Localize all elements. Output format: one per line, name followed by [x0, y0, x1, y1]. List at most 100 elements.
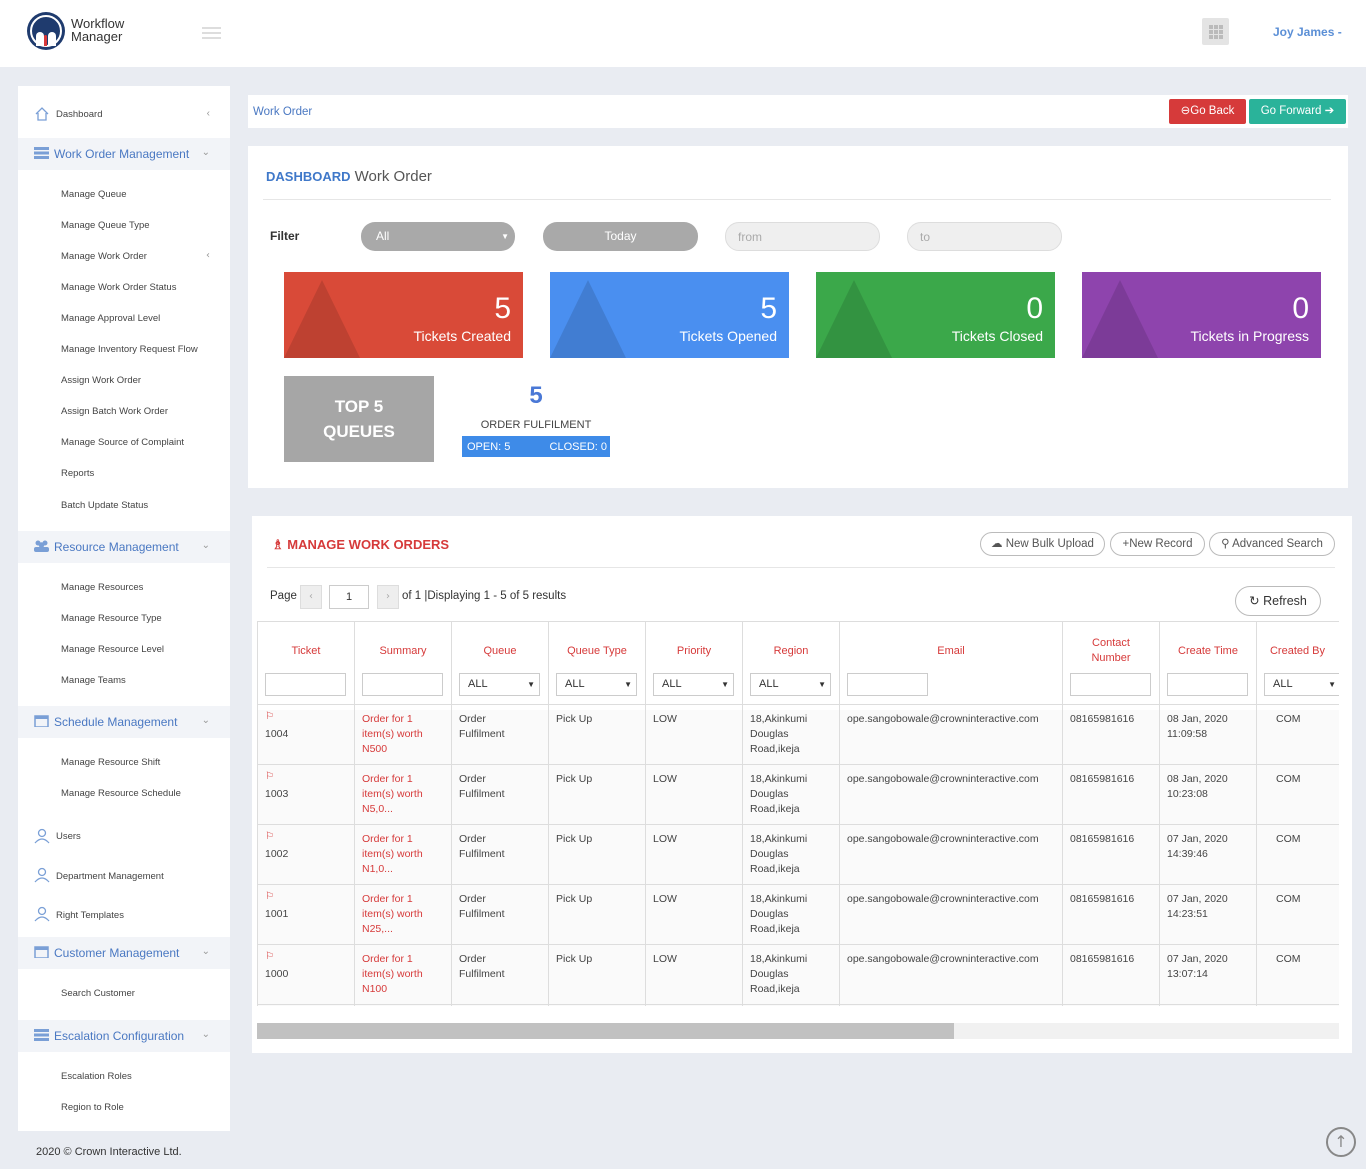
priority-filter-select[interactable]: ALL ▼: [653, 673, 734, 696]
breadcrumb-work-order[interactable]: Work Order: [253, 106, 313, 118]
sidebar-item-manage-resources[interactable]: Manage Resources: [61, 582, 144, 593]
column-header[interactable]: Priority: [676, 644, 712, 657]
email-filter-input[interactable]: [847, 673, 928, 696]
sidebar-item-manage-inventory-request-flow[interactable]: Manage Inventory Request Flow: [61, 344, 198, 355]
sidebar-item-reports[interactable]: Reports: [61, 468, 95, 479]
new-bulk-upload-button[interactable]: ☁ New Bulk Upload: [980, 532, 1105, 556]
flag-icon: ⚐: [265, 951, 274, 962]
column-summary: Summary: [355, 621, 452, 1006]
warning-icon: [284, 280, 360, 358]
refresh-button[interactable]: ↻ Refresh: [1235, 586, 1321, 616]
next-page-button[interactable]: ›: [377, 585, 399, 609]
sidebar-item-department-management[interactable]: Department Management: [56, 871, 164, 882]
warning-icon: [550, 280, 626, 358]
app-name: Workflow Manager: [71, 16, 125, 44]
create-time-filter-input[interactable]: [1167, 673, 1248, 696]
sidebar-item-manage-queue[interactable]: Manage Queue: [61, 189, 127, 200]
new-record-button[interactable]: +New Record: [1110, 532, 1205, 556]
sidebar-item-manage-teams[interactable]: Manage Teams: [61, 675, 126, 686]
column-ticket: Ticket: [258, 621, 355, 1006]
filter-select[interactable]: All ▼: [361, 222, 515, 251]
column-created-by: Created By ALL ▼: [1257, 621, 1339, 1006]
sidebar-item-assign-batch-work-order[interactable]: Assign Batch Work Order: [61, 406, 169, 417]
home-icon: [35, 107, 49, 121]
arrow-left-circle-icon: ⊖: [1180, 105, 1191, 117]
sidebar-item-manage-resource-type[interactable]: Manage Resource Type: [61, 613, 162, 624]
go-back-button[interactable]: ⊖Go Back: [1169, 99, 1246, 124]
column-header[interactable]: Ticket: [291, 644, 321, 657]
queue-type-filter-select[interactable]: ALL ▼: [556, 673, 637, 696]
column-header[interactable]: Contact Number: [1091, 637, 1131, 664]
menu-toggle-icon[interactable]: [202, 27, 221, 39]
sidebar-item-users[interactable]: Users: [56, 831, 81, 842]
sidebar-section-work-order-management[interactable]: Work Order Management ⌄: [18, 138, 230, 170]
sidebar-item-escalation-roles[interactable]: Escalation Roles: [61, 1071, 132, 1082]
column-header[interactable]: Email: [937, 644, 965, 657]
logo-icon[interactable]: [27, 12, 65, 50]
ticket-filter-input[interactable]: [265, 673, 346, 696]
user-icon: [34, 828, 50, 844]
column-priority: Priority ALL ▼: [646, 621, 743, 1006]
sidebar-item-manage-resource-shift[interactable]: Manage Resource Shift: [61, 757, 161, 768]
chevron-down-icon: ⌄: [201, 715, 210, 726]
prev-page-button[interactable]: ‹: [300, 585, 322, 609]
column-header[interactable]: Region: [773, 644, 809, 657]
sidebar-item-manage-resource-level[interactable]: Manage Resource Level: [61, 644, 164, 655]
sidebar-section-customer-management[interactable]: Customer Management ⌄: [18, 937, 230, 969]
created-by-filter-select[interactable]: ALL ▼: [1264, 673, 1339, 696]
apps-grid-icon[interactable]: [1202, 18, 1229, 45]
sidebar-item-region-to-role[interactable]: Region to Role: [61, 1102, 124, 1113]
stat-tickets-closed[interactable]: 0 Tickets Closed: [816, 272, 1055, 358]
go-forward-button[interactable]: Go Forward ➔: [1249, 99, 1346, 124]
work-orders-table: Ticket Summary Queue ALL ▼ Queue Type ALL…: [257, 621, 1339, 1006]
sidebar-item-manage-source-of-complaint[interactable]: Manage Source of Complaint: [61, 437, 185, 448]
region-filter-select[interactable]: ALL ▼: [750, 673, 831, 696]
sidebar-item-manage-work-order-status[interactable]: Manage Work Order Status: [61, 282, 177, 293]
advanced-search-button[interactable]: ⚲ Advanced Search: [1209, 532, 1335, 556]
sidebar-section-resource-management[interactable]: Resource Management ⌄: [18, 531, 230, 563]
contact-filter-input[interactable]: [1070, 673, 1151, 696]
flag-icon: ⚐: [265, 891, 274, 902]
queue-filter-select[interactable]: ALL ▼: [459, 673, 540, 696]
page-label: Page: [270, 590, 297, 602]
sidebar-item-assign-work-order[interactable]: Assign Work Order: [61, 375, 142, 386]
warning-icon: [1082, 280, 1158, 358]
page-number-input[interactable]: 1: [329, 585, 369, 609]
stat-tickets-created[interactable]: 5 Tickets Created: [284, 272, 523, 358]
sidebar-section-escalation-configuration[interactable]: Escalation Configuration ⌄: [18, 1020, 230, 1052]
user-icon: [34, 867, 50, 883]
sidebar-item-manage-work-order[interactable]: Manage Work Order: [61, 251, 147, 262]
sidebar-item-manage-queue-type[interactable]: Manage Queue Type: [61, 220, 150, 231]
sidebar-item-batch-update-status[interactable]: Batch Update Status: [61, 500, 149, 511]
sidebar-item-manage-resource-schedule[interactable]: Manage Resource Schedule: [61, 788, 181, 799]
user-icon: [34, 906, 50, 922]
sidebar-item-right-templates[interactable]: Right Templates: [56, 910, 124, 921]
column-queue: Queue ALL ▼: [452, 621, 549, 1006]
footer-copyright: 2020 © Crown Interactive Ltd.: [36, 1146, 182, 1158]
calendar-icon: [34, 946, 49, 958]
scrollbar-thumb[interactable]: [257, 1023, 954, 1039]
to-date-input[interactable]: to: [907, 222, 1062, 251]
sidebar-section-schedule-management[interactable]: Schedule Management ⌄: [18, 706, 230, 738]
horizontal-scrollbar[interactable]: [257, 1023, 1339, 1039]
from-date-input[interactable]: from: [725, 222, 880, 251]
sidebar: Dashboard ‹ Work Order Management ⌄ Mana…: [18, 86, 230, 1131]
summary-filter-input[interactable]: [362, 673, 443, 696]
column-header[interactable]: Summary: [379, 644, 427, 657]
queue-status-bar: OPEN: 5 CLOSED: 0: [461, 435, 611, 458]
today-button[interactable]: Today: [543, 222, 698, 251]
column-contact-number: Contact Number: [1063, 621, 1160, 1006]
scroll-to-top-icon[interactable]: ↑: [1326, 1127, 1356, 1157]
caret-down-icon: ▼: [501, 232, 509, 241]
sidebar-item-search-customer[interactable]: Search Customer: [61, 988, 135, 999]
column-header[interactable]: Queue: [483, 644, 517, 657]
column-header[interactable]: Queue Type: [567, 644, 627, 657]
sidebar-item-manage-approval-level[interactable]: Manage Approval Level: [61, 313, 161, 324]
column-header[interactable]: Created By: [1269, 644, 1326, 657]
user-menu[interactable]: Joy James -: [1273, 25, 1342, 39]
sidebar-item-dashboard[interactable]: Dashboard ‹: [18, 106, 230, 126]
stat-tickets-opened[interactable]: 5 Tickets Opened: [550, 272, 789, 358]
page-info: of 1 |Displaying 1 - 5 of 5 results: [402, 590, 567, 602]
column-header[interactable]: Create Time: [1178, 644, 1238, 657]
stat-tickets-in-progress[interactable]: 0 Tickets in Progress: [1082, 272, 1321, 358]
